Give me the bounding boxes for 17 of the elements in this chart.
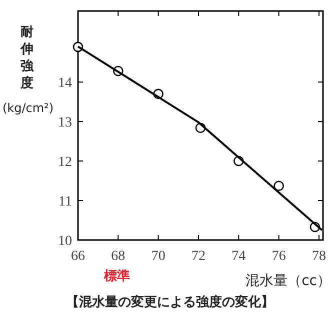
point: [274, 180, 284, 192]
x-tick-label: 68: [111, 249, 126, 264]
y-tick-label: 12: [58, 155, 72, 170]
x-tick-label: 72: [191, 249, 206, 264]
y-axis-title: 耐伸強度 (kg/cm²): [2, 25, 54, 115]
y-tick-label: 14: [58, 76, 72, 92]
y-tick-label: 11: [58, 194, 72, 210]
x-tick-label: 66: [71, 249, 85, 264]
x-tick-label: 74: [232, 249, 246, 264]
x-tick-label: 78: [312, 249, 326, 264]
x-axis-title: 混水量（cc）: [246, 273, 331, 289]
y-tick-label: 13: [58, 116, 72, 131]
y-tick-label: 10: [58, 234, 72, 249]
text: 【混水量の変更による強度の変化】: [66, 294, 274, 310]
x-tick-label: 70: [151, 249, 166, 264]
x-tick-label: 76: [272, 249, 286, 264]
text: 標準: [103, 269, 130, 284]
